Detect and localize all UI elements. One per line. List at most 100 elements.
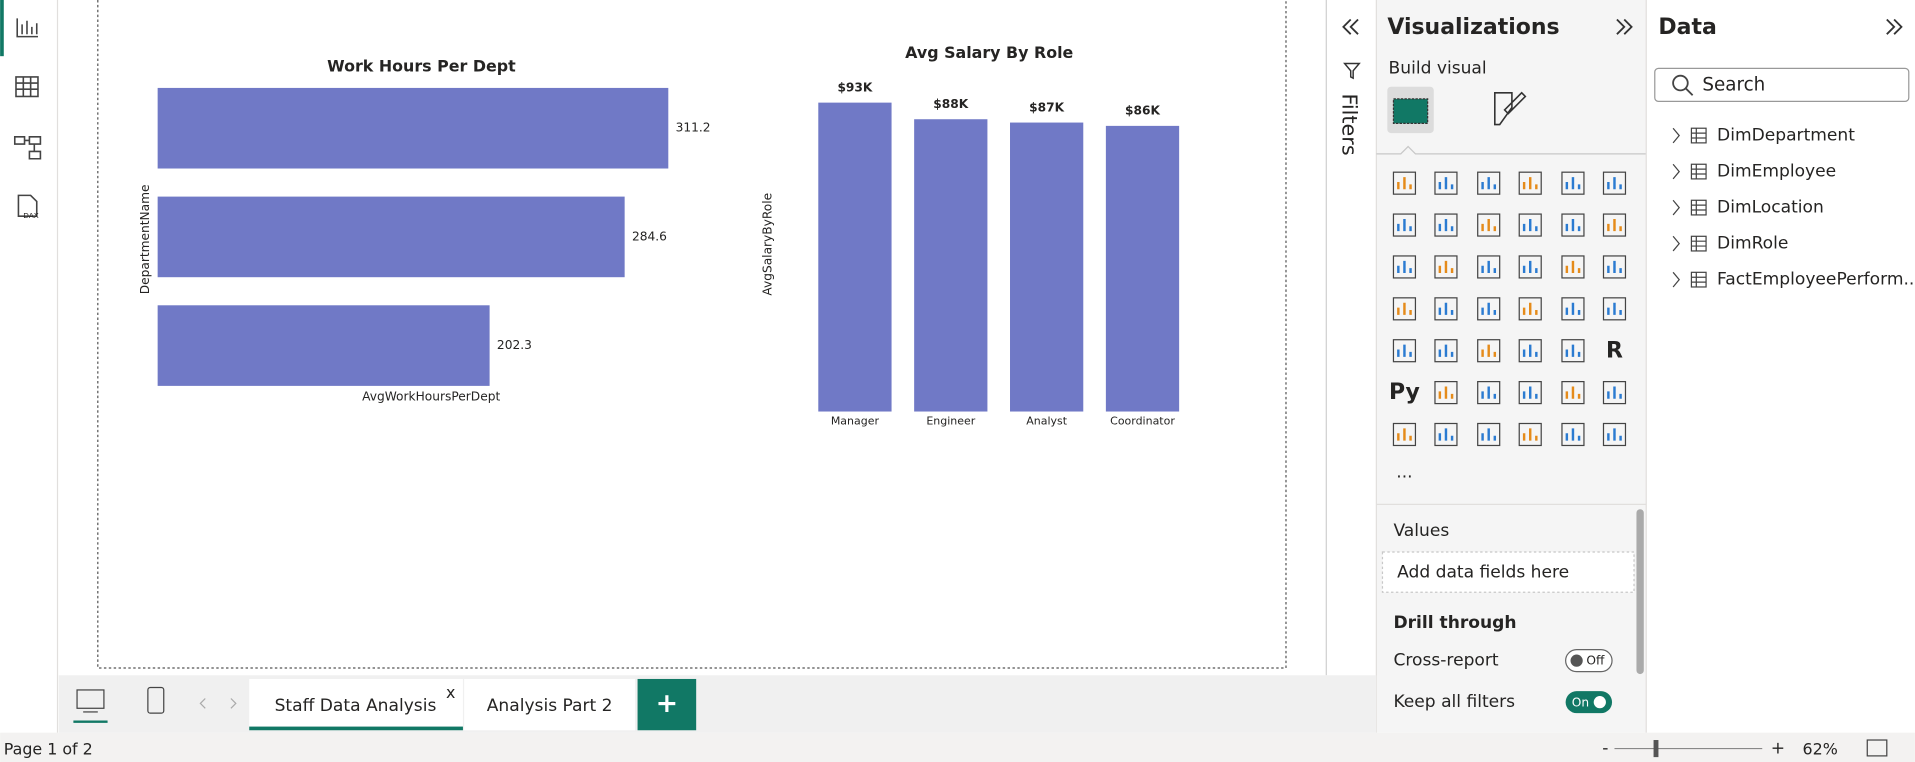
search-box[interactable] xyxy=(1654,67,1910,102)
viz-icon[interactable] xyxy=(1561,381,1585,405)
search-icon xyxy=(1672,74,1689,92)
collapse-filters[interactable] xyxy=(1342,18,1359,35)
viz-icon[interactable] xyxy=(1561,171,1585,195)
viz-icon[interactable] xyxy=(1561,213,1585,237)
more-visuals[interactable]: ... xyxy=(1396,463,1412,483)
viz-icon[interactable] xyxy=(1392,422,1417,447)
viz-icon-detail xyxy=(1438,302,1454,315)
viz-title: Visualizations xyxy=(1387,15,1559,40)
report-icon[interactable] xyxy=(16,18,38,38)
viz-icon[interactable] xyxy=(1392,171,1417,195)
viz-icon-detail xyxy=(1565,218,1581,232)
viz-icon[interactable] xyxy=(1561,255,1585,279)
viz-icon[interactable] xyxy=(1602,255,1627,279)
viz-icon[interactable] xyxy=(1434,339,1458,363)
mobile-icon[interactable] xyxy=(147,686,165,714)
chart-title: Work Hours Per Dept xyxy=(327,57,516,76)
viz-icon-detail xyxy=(1438,344,1454,357)
viz-icon-detail xyxy=(1565,428,1581,441)
py-icon[interactable]: Py xyxy=(1389,380,1420,405)
collapse-data[interactable] xyxy=(1886,18,1903,35)
viz-icon[interactable] xyxy=(1477,213,1501,237)
viz-icon[interactable] xyxy=(1561,339,1585,363)
tab-label: Staff Data Analysis xyxy=(275,696,437,716)
viz-icon[interactable] xyxy=(1602,422,1627,447)
desktop-icon[interactable] xyxy=(76,689,105,709)
tab-active[interactable] xyxy=(249,678,463,731)
viz-icon[interactable] xyxy=(1518,171,1542,195)
zoom-out[interactable]: - xyxy=(1602,739,1608,759)
dax-icon[interactable] xyxy=(17,194,38,217)
zoom-level: 62% xyxy=(1803,739,1838,758)
table-name[interactable]: DimDepartment xyxy=(1717,126,1855,146)
viz-icon-detail xyxy=(1481,218,1497,232)
viz-icon-detail xyxy=(1481,428,1497,441)
viz-icon-detail xyxy=(1438,260,1454,274)
scrollbar[interactable] xyxy=(1636,509,1644,675)
viz-icon-detail xyxy=(1522,344,1538,357)
viz-icon[interactable] xyxy=(1561,422,1585,447)
viz-icon[interactable] xyxy=(1434,255,1458,279)
table-icon xyxy=(1691,128,1707,143)
viz-icon[interactable] xyxy=(1518,255,1542,279)
page-nav[interactable] xyxy=(199,698,237,709)
table-name[interactable]: DimLocation xyxy=(1717,198,1824,218)
viz-icon[interactable] xyxy=(1477,381,1501,405)
y-axis-label: DepartmentName xyxy=(138,184,152,294)
data-label: $93K xyxy=(837,80,872,94)
viz-icon[interactable] xyxy=(1602,381,1627,405)
filters-title[interactable]: Filters xyxy=(1337,93,1361,155)
viz-icon[interactable] xyxy=(1434,171,1458,195)
table-icon[interactable] xyxy=(15,76,39,98)
expand-chevron[interactable] xyxy=(1672,163,1680,180)
viz-icon[interactable] xyxy=(1518,297,1542,321)
viz-icon[interactable] xyxy=(1434,213,1458,237)
expand-chevron[interactable] xyxy=(1672,271,1680,288)
viz-icon[interactable] xyxy=(1477,255,1501,279)
expand-chevron[interactable] xyxy=(1672,127,1680,144)
viz-icon[interactable] xyxy=(1602,213,1627,237)
table-name[interactable]: FactEmployeePerform... xyxy=(1717,270,1915,290)
status-bar xyxy=(0,732,1915,762)
table-icon xyxy=(1690,127,1707,144)
viz-icon[interactable] xyxy=(1434,422,1458,447)
zoom-in[interactable]: + xyxy=(1771,739,1785,759)
expand-chevron[interactable] xyxy=(1672,235,1680,252)
viz-icon[interactable] xyxy=(1518,422,1542,447)
viz-icon[interactable] xyxy=(1434,297,1458,321)
viz-icon[interactable] xyxy=(1477,422,1501,447)
viz-icon[interactable] xyxy=(1434,381,1458,405)
tab[interactable] xyxy=(464,678,636,731)
expand-chevron[interactable] xyxy=(1672,199,1680,216)
viz-icon[interactable] xyxy=(1392,297,1417,321)
r-icon[interactable]: R xyxy=(1606,339,1623,364)
viz-icon[interactable] xyxy=(1477,171,1501,195)
viz-icon[interactable] xyxy=(1392,339,1417,363)
model-icon[interactable] xyxy=(13,135,42,160)
table-name[interactable]: DimRole xyxy=(1717,234,1788,254)
zoom-thumb[interactable] xyxy=(1653,740,1659,758)
viz-icon-detail xyxy=(1607,218,1622,232)
viz-icon[interactable] xyxy=(1602,297,1627,321)
viz-icon[interactable] xyxy=(1518,381,1542,405)
viz-icons xyxy=(1392,171,1627,447)
build-visual-icon xyxy=(1392,98,1429,124)
search-icon xyxy=(1684,87,1694,96)
viz-icon[interactable] xyxy=(1477,339,1501,363)
viz-icon[interactable] xyxy=(1392,213,1417,237)
viz-icon[interactable] xyxy=(1602,171,1627,195)
values-well[interactable] xyxy=(1381,551,1635,593)
add-page[interactable] xyxy=(637,678,697,731)
viz-icon[interactable] xyxy=(1518,339,1542,363)
tab-close[interactable]: x xyxy=(446,683,455,702)
collapse-viz[interactable] xyxy=(1616,18,1633,35)
fit-page[interactable] xyxy=(1866,739,1888,757)
viz-icon[interactable] xyxy=(1477,297,1501,321)
format-visual-icon[interactable] xyxy=(1494,91,1527,126)
table-name[interactable]: DimEmployee xyxy=(1717,162,1836,182)
cross-report-state: Off xyxy=(1586,654,1605,668)
viz-icon[interactable] xyxy=(1561,297,1585,321)
table-icon xyxy=(1691,236,1707,251)
viz-icon[interactable] xyxy=(1518,213,1542,237)
viz-icon[interactable] xyxy=(1392,255,1417,279)
